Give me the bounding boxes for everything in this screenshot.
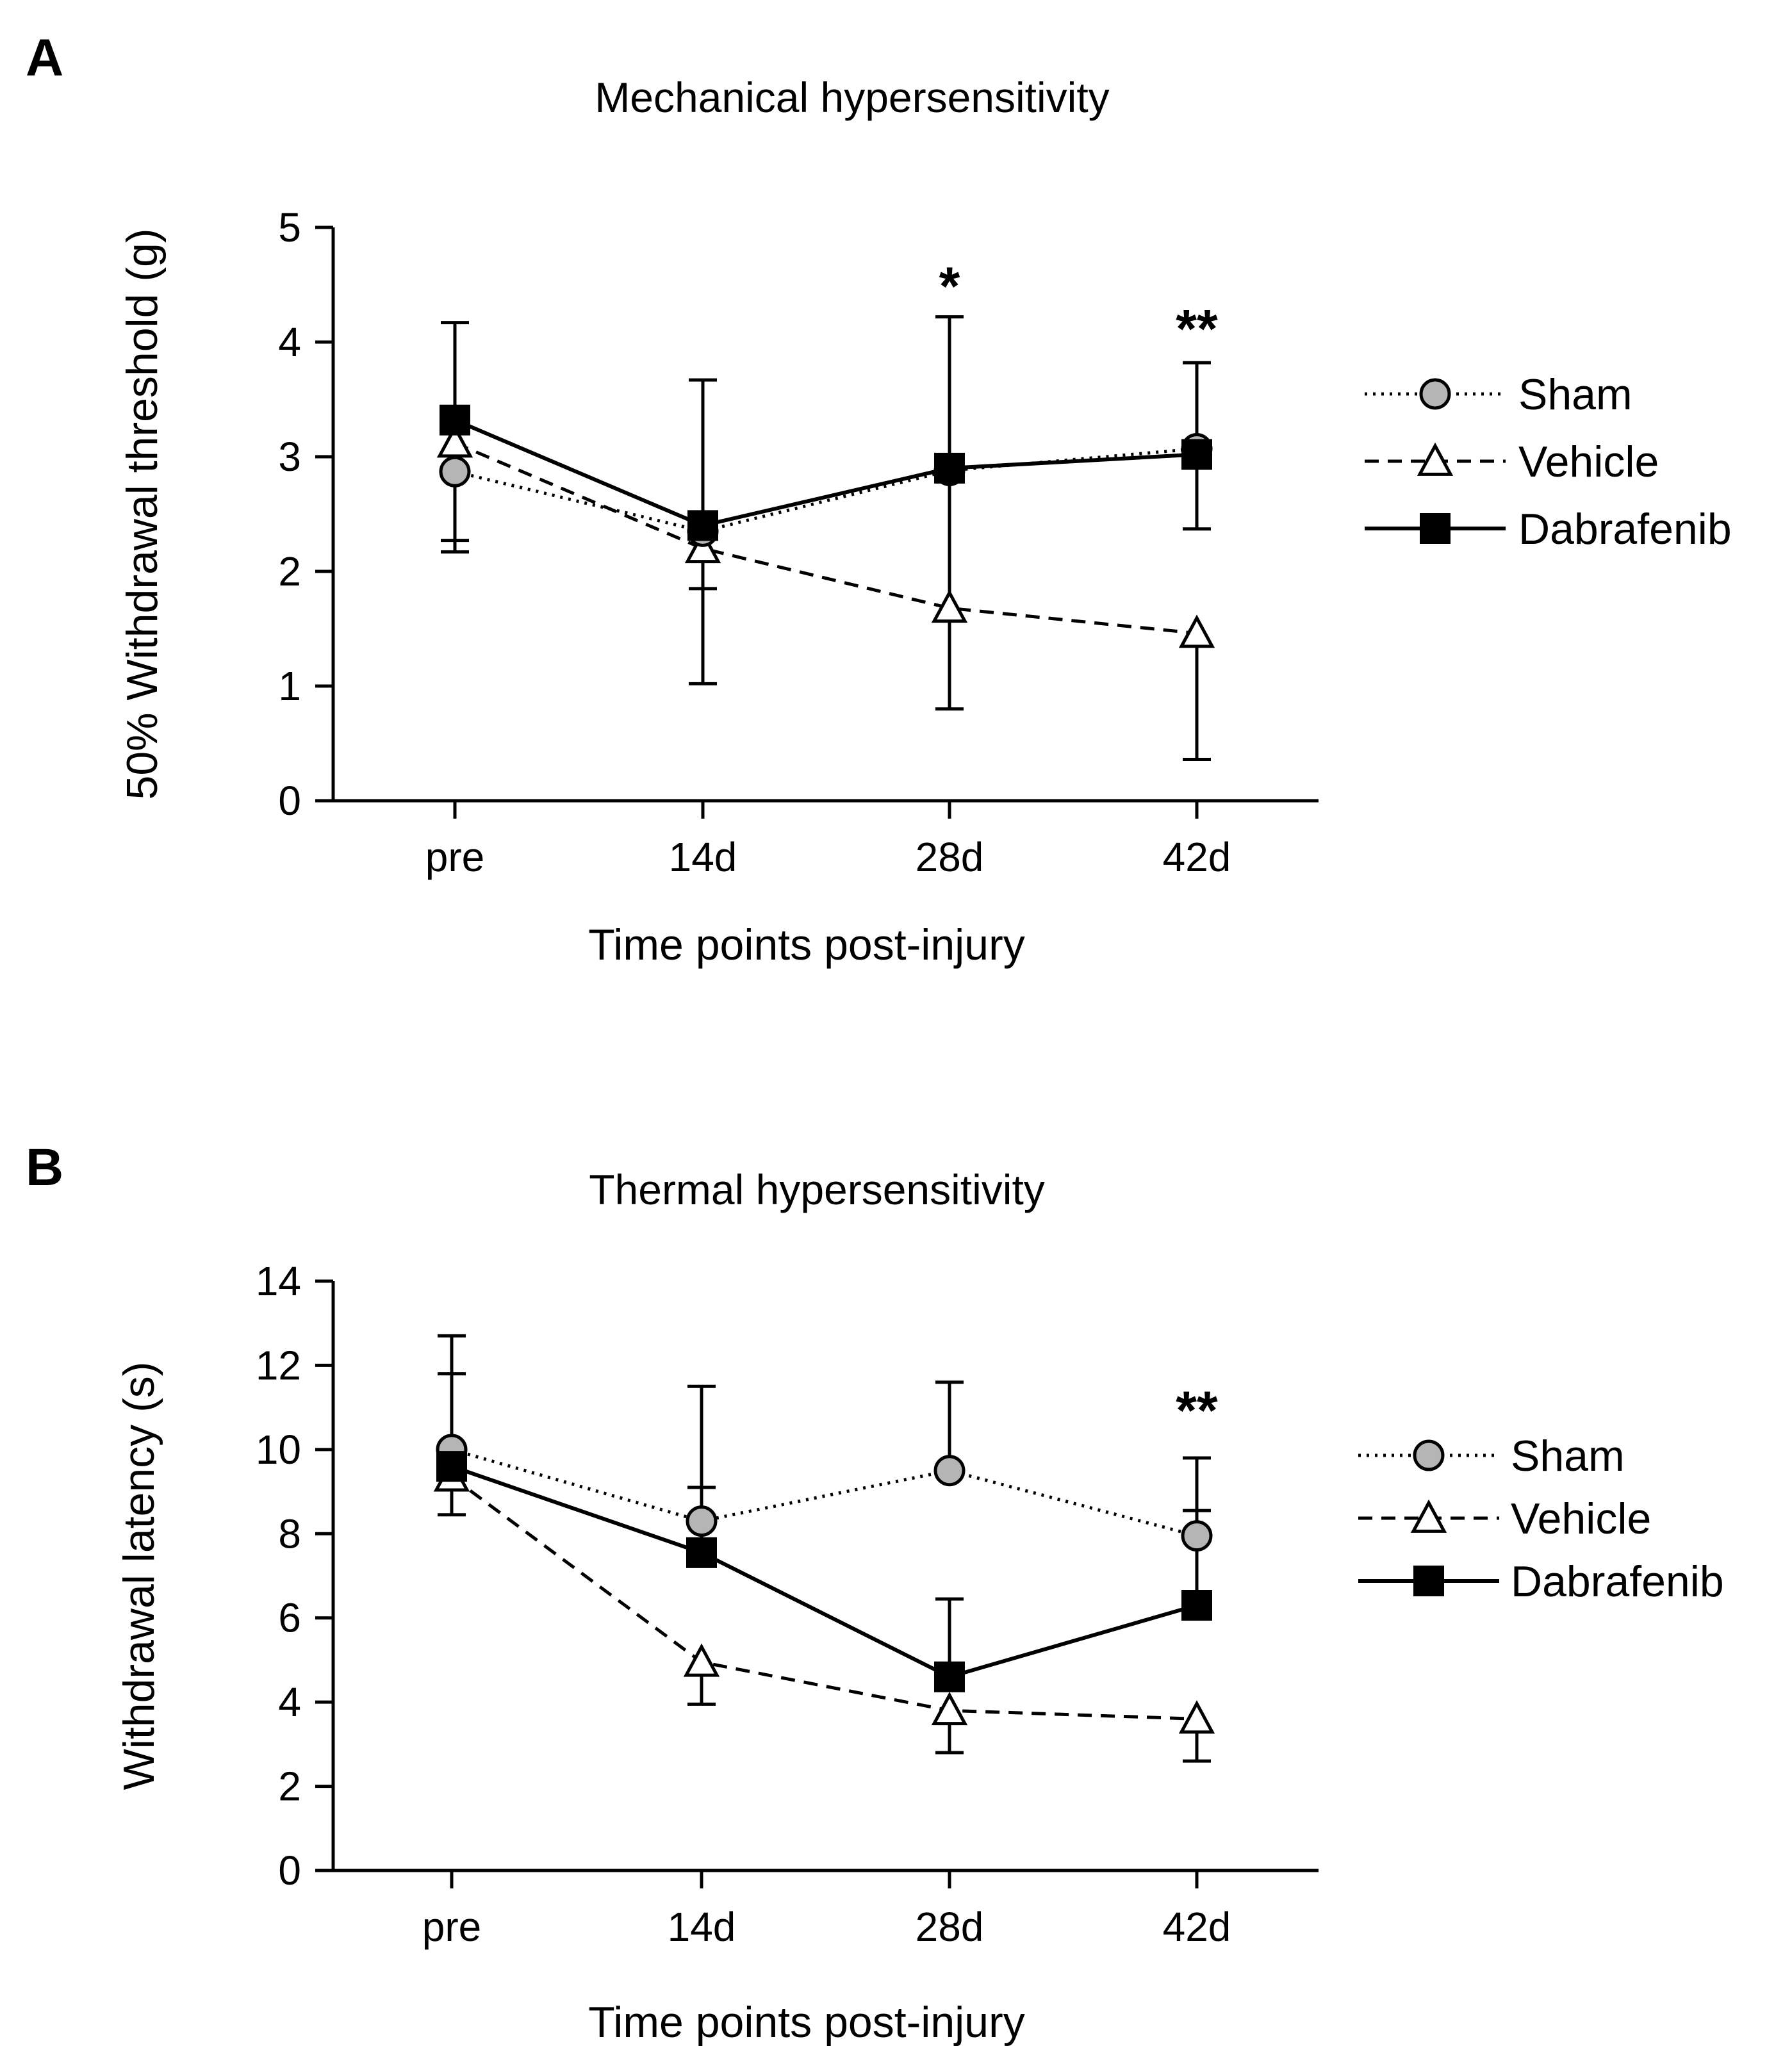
legend-label-sham: Sham (1511, 1432, 1625, 1480)
x-tick-label: 42d (1163, 1904, 1231, 1950)
x-tick-label: pre (422, 1904, 482, 1950)
series-line-sham (451, 1448, 1197, 1537)
data-point-dabrafenib (686, 1537, 717, 1568)
data-point-dabrafenib (1181, 439, 1212, 470)
x-axis-label: Time points post-injury (588, 1998, 1025, 2046)
y-tick-label: 3 (278, 434, 301, 480)
y-axis-label: 50% Withdrawal threshold (g) (118, 229, 167, 800)
y-tick-label: 6 (278, 1595, 301, 1641)
y-tick-label: 8 (278, 1510, 301, 1557)
chart-thermal: Thermal hypersensitivity 0 2 4 6 8 10 12 14 pre 14… (115, 1166, 1724, 2046)
data-point-vehicle (1178, 614, 1215, 648)
legend-marker-vehicle (1410, 1499, 1447, 1533)
legend-label-dabrafenib: Dabrafenib (1518, 505, 1732, 553)
x-tick-label: pre (425, 834, 485, 880)
legend-label-dabrafenib: Dabrafenib (1511, 1557, 1724, 1606)
data-point-vehicle (684, 529, 721, 564)
panel-letter-a: A (26, 29, 63, 87)
y-axis-label: Withdrawal latency (s) (115, 1362, 163, 1790)
y-tick-label: 10 (256, 1427, 301, 1473)
x-tick-label: 14d (668, 1904, 736, 1950)
y-tick-label: 4 (278, 1679, 301, 1725)
data-point-dabrafenib (687, 510, 718, 541)
legend-label-sham: Sham (1518, 370, 1632, 419)
legend-marker-vehicle (1417, 442, 1454, 476)
chart-title: Mechanical hypersensitivity (595, 74, 1109, 121)
y-tick-label: 0 (278, 778, 301, 824)
y-tick-label: 2 (278, 548, 301, 594)
data-point-vehicle (931, 589, 968, 623)
panel-letter-b: B (26, 1138, 63, 1197)
series-line-dabrafenib (454, 418, 1197, 528)
y-tick-label: 0 (278, 1847, 301, 1894)
x-tick-label: 28d (916, 1904, 984, 1950)
legend-label-vehicle: Vehicle (1518, 438, 1659, 486)
chart-mechanical: Mechanical hypersensitivity 0 1 2 3 4 5 pre 14d 2… (118, 74, 1732, 969)
y-tick-label: 1 (278, 663, 301, 709)
data-point-dabrafenib (440, 404, 470, 436)
y-tick-label: 14 (256, 1258, 301, 1304)
y-tick-label: 12 (256, 1342, 301, 1388)
x-tick-label: 14d (669, 834, 737, 880)
significance-marker: * (939, 256, 960, 316)
legend-marker-sham (1419, 378, 1451, 410)
chart-title: Thermal hypersensitivity (589, 1166, 1045, 1213)
data-point-vehicle (683, 1643, 720, 1677)
data-point-sham (686, 1505, 718, 1537)
series-line-vehicle (454, 441, 1197, 635)
legend-marker-dabrafenib (1413, 1566, 1444, 1596)
data-point-sham (933, 1455, 966, 1487)
data-point-dabrafenib (1181, 1590, 1212, 1621)
data-point-dabrafenib (436, 1451, 467, 1482)
y-tick-label: 4 (278, 319, 301, 365)
series-line-dabrafenib (451, 1464, 1197, 1679)
x-tick-label: 42d (1163, 834, 1231, 880)
data-point-dabrafenib (934, 1661, 965, 1692)
x-tick-label: 28d (916, 834, 984, 880)
data-point-sham (1181, 1520, 1213, 1552)
significance-marker: ** (1176, 299, 1218, 359)
legend-marker-sham (1413, 1439, 1445, 1471)
data-point-vehicle (931, 1692, 968, 1726)
data-point-dabrafenib (934, 452, 965, 484)
series-line-vehicle (450, 1475, 1197, 1721)
data-point-sham (439, 455, 471, 487)
x-axis-label: Time points post-injury (588, 921, 1025, 969)
significance-marker: ** (1176, 1380, 1218, 1441)
legend-label-vehicle: Vehicle (1511, 1494, 1651, 1543)
y-tick-label: 5 (278, 204, 301, 250)
y-tick-label: 2 (278, 1764, 301, 1810)
legend-marker-dabrafenib (1420, 513, 1451, 544)
data-point-vehicle (1178, 1700, 1215, 1734)
